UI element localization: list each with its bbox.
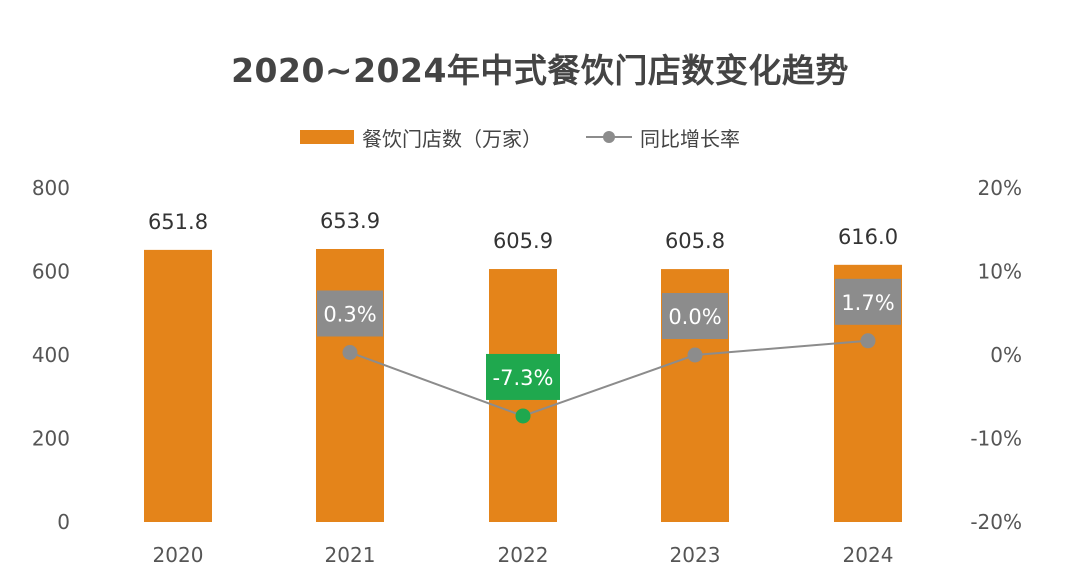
- bar-value-label: 605.9: [493, 229, 553, 253]
- growth-label-box: [835, 278, 901, 325]
- y2-tick-label: 10%: [978, 260, 1022, 284]
- chart-title: 2020~2024年中式餐饮门店数变化趋势: [231, 51, 849, 90]
- y-tick-label: 0: [57, 510, 70, 534]
- y-tick-label: 400: [32, 343, 70, 367]
- y2-tick-label: -20%: [970, 510, 1022, 534]
- growth-label: -7.3%: [493, 366, 554, 390]
- legend-bar-swatch: [300, 130, 354, 144]
- bar-value-label: 605.8: [665, 229, 725, 253]
- growth-label-box: [486, 353, 560, 400]
- growth-label-box: [662, 293, 728, 339]
- growth-point: [860, 333, 876, 349]
- y-tick-label: 200: [32, 427, 70, 451]
- legend-bar-label: 餐饮门店数（万家）: [362, 126, 542, 151]
- x-tick-label: 2022: [498, 543, 549, 567]
- growth-label: 0.0%: [668, 305, 721, 329]
- bar: [316, 248, 384, 522]
- growth-label: 1.7%: [841, 291, 894, 315]
- growth-point: [342, 344, 358, 360]
- x-tick-label: 2024: [843, 543, 894, 567]
- growth-label: 0.3%: [323, 302, 376, 326]
- y2-tick-label: 20%: [978, 176, 1022, 200]
- x-tick-label: 2020: [153, 543, 204, 567]
- y-tick-label: 600: [32, 260, 70, 284]
- y2-tick-label: 0%: [990, 343, 1022, 367]
- y-tick-label: 800: [32, 176, 70, 200]
- growth-point: [515, 408, 531, 424]
- x-tick-label: 2023: [670, 543, 721, 567]
- bar-value-label: 616.0: [838, 225, 898, 249]
- growth-label-box: [317, 290, 383, 337]
- bar-value-label: 653.9: [320, 209, 380, 233]
- growth-point: [687, 347, 703, 363]
- bar: [144, 249, 212, 522]
- bar-value-label: 651.8: [148, 210, 208, 234]
- y2-tick-label: -10%: [970, 427, 1022, 451]
- growth-line: [349, 339, 869, 418]
- legend-line-label: 同比增长率: [640, 126, 740, 151]
- legend-line-marker: [603, 131, 615, 143]
- x-tick-label: 2021: [325, 543, 376, 567]
- legend-line-swatch: [586, 130, 632, 144]
- legend: 餐饮门店数（万家） 同比增长率: [300, 122, 740, 152]
